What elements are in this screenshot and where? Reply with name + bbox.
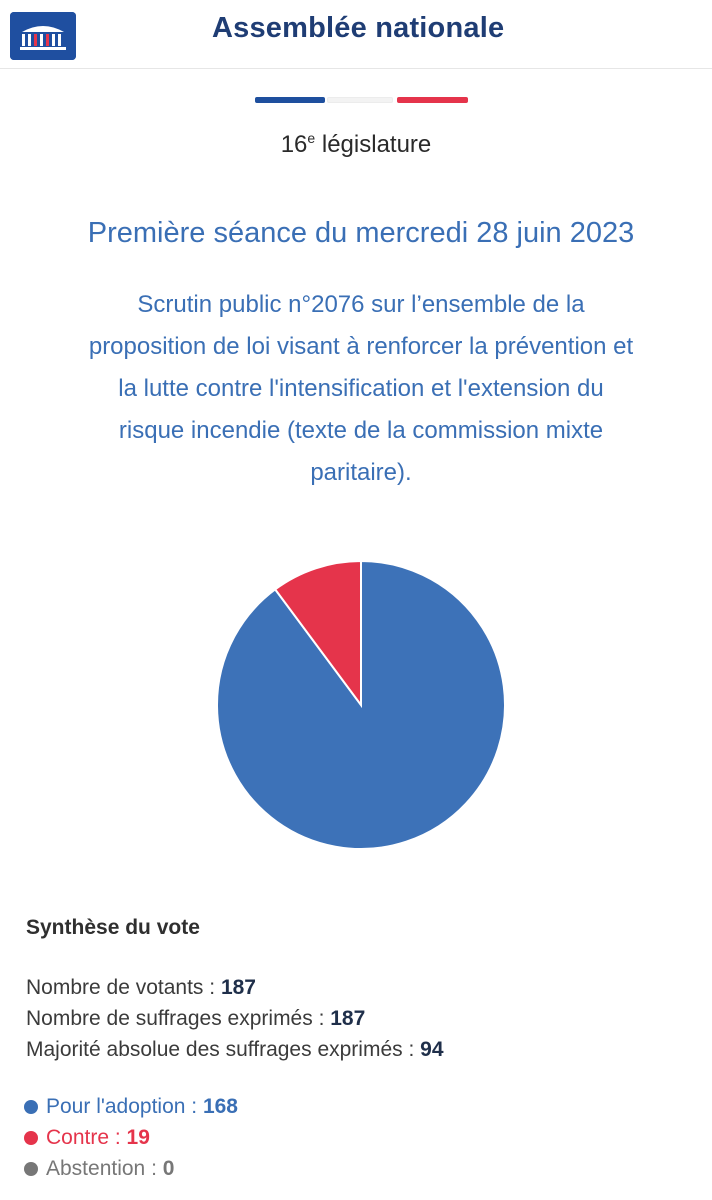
scrutin-line: la lutte contre l'intensification et l'e… bbox=[118, 375, 604, 402]
app-header: Assemblée nationale bbox=[0, 0, 712, 69]
abstention-value: 0 bbox=[162, 1157, 175, 1180]
pour-dot-icon bbox=[24, 1100, 38, 1114]
votants-row: Nombre de votants : 187 bbox=[26, 972, 444, 1003]
vote-legend: Pour l'adoption : 168 Contre : 19 Absten… bbox=[24, 1091, 238, 1184]
pour-value: 168 bbox=[202, 1095, 238, 1118]
seance-title: Première séance du mercredi 28 juin 2023 bbox=[87, 217, 635, 249]
scrutin-description: Scrutin public n°2076 sur l’ensemble de … bbox=[30, 284, 692, 494]
pie-slice-contre bbox=[273, 559, 362, 709]
abstention-dot-icon bbox=[24, 1162, 38, 1176]
contre-dot-icon bbox=[24, 1131, 38, 1145]
legislature-suffix: e bbox=[307, 130, 316, 146]
pour-label: Pour l'adoption : bbox=[46, 1095, 203, 1118]
scrutin-line: proposition de loi visant à renforcer la… bbox=[88, 333, 634, 360]
vote-pie-chart bbox=[216, 559, 506, 850]
votants-value: 187 bbox=[220, 976, 256, 999]
legislature-number: 16 bbox=[280, 131, 308, 158]
scrutin-line: risque incendie (texte de la commission … bbox=[118, 417, 604, 444]
app-title: Assemblée nationale bbox=[212, 12, 505, 44]
synthese-title: Synthèse du vote bbox=[26, 916, 200, 939]
scrutin-line: Scrutin public n°2076 sur l’ensemble de … bbox=[137, 291, 585, 318]
flag-red-bar bbox=[397, 97, 468, 103]
exprimes-label: Nombre de suffrages exprimés : bbox=[26, 1007, 331, 1030]
abstention-label: Abstention : bbox=[46, 1157, 163, 1180]
votants-label: Nombre de votants : bbox=[26, 976, 221, 999]
legend-abstention: Abstention : 0 bbox=[24, 1153, 238, 1184]
legend-pour: Pour l'adoption : 168 bbox=[24, 1091, 238, 1122]
flag-white-bar bbox=[327, 97, 393, 103]
contre-label: Contre : bbox=[46, 1126, 127, 1149]
majorite-value: 94 bbox=[420, 1038, 444, 1061]
contre-value: 19 bbox=[126, 1126, 150, 1149]
legend-contre: Contre : 19 bbox=[24, 1122, 238, 1153]
exprimes-row: Nombre de suffrages exprimés : 187 bbox=[26, 1003, 444, 1034]
assemblee-logo-icon[interactable] bbox=[10, 12, 76, 60]
majorite-row: Majorité absolue des suffrages exprimés … bbox=[26, 1034, 444, 1065]
scrutin-line: paritaire). bbox=[310, 459, 412, 486]
majorite-label: Majorité absolue des suffrages exprimés … bbox=[26, 1038, 421, 1061]
vote-stats: Nombre de votants : 187 Nombre de suffra… bbox=[26, 972, 444, 1065]
exprimes-value: 187 bbox=[330, 1007, 366, 1030]
legislature-label: 16e législature bbox=[0, 130, 712, 159]
legislature-text: législature bbox=[321, 131, 432, 158]
tricolor-divider bbox=[255, 97, 468, 105]
flag-blue-bar bbox=[255, 97, 325, 103]
